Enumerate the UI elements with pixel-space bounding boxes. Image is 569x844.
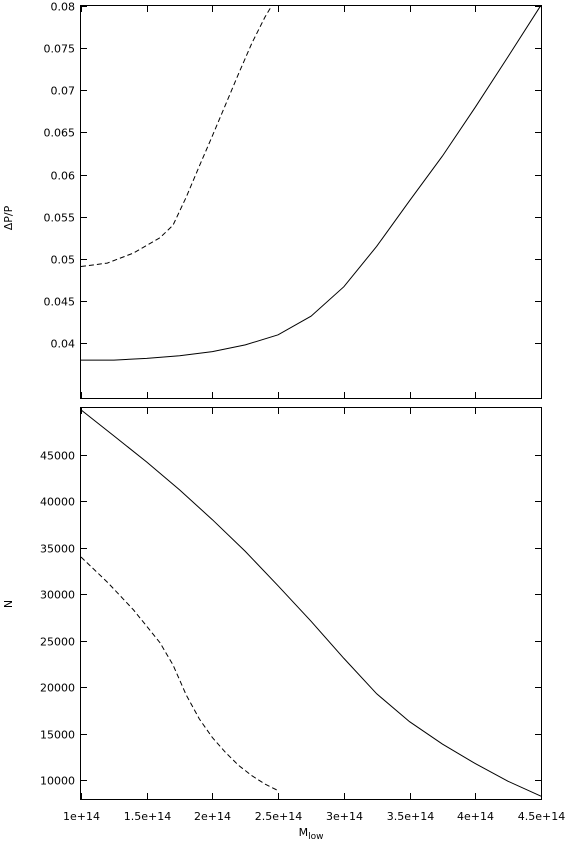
top-y-tick-label: 0.06 <box>51 170 76 183</box>
bottom-x-tick-label: 3.5e+14 <box>387 810 434 823</box>
top-y-tick-label: 0.08 <box>51 1 76 14</box>
top-panel: 0.04 0.045 0.05 0.055 0.06 0.065 0.07 0.075 0.08… <box>2 1 542 399</box>
bottom-solid-curve <box>80 409 542 797</box>
bottom-y-axis-label: N <box>2 600 15 608</box>
top-x-ticks <box>81 6 542 398</box>
top-y-tick-label: 0.07 <box>51 85 76 98</box>
bottom-y-tick-label: 15000 <box>40 729 75 742</box>
bottom-y-tick-label: 45000 <box>40 450 75 463</box>
top-y-tick-label: 0.05 <box>51 254 76 267</box>
bottom-dashed-curve <box>80 556 279 792</box>
bottom-x-tick-label: 1.5e+14 <box>124 810 171 823</box>
x-axis-label-subscript: low <box>308 832 323 842</box>
bottom-x-ticks: 1e+14 1.5e+14 2e+14 2.5e+14 3e+14 3.5e+14 4e+1… <box>63 408 565 823</box>
top-y-axis-label: ΔP/P <box>2 205 15 230</box>
bottom-plot-frame <box>80 407 542 800</box>
bottom-x-tick-label: 2.5e+14 <box>255 810 302 823</box>
bottom-x-tick-label: 4e+14 <box>457 810 494 823</box>
x-axis-label-main: M <box>299 826 309 839</box>
bottom-x-tick-label: 1e+14 <box>63 810 100 823</box>
bottom-x-tick-label: 2e+14 <box>194 810 231 823</box>
bottom-y-tick-label: 40000 <box>40 496 75 509</box>
bottom-x-tick-label: 3e+14 <box>326 810 363 823</box>
x-axis-label: Mlow <box>299 826 324 842</box>
bottom-panel: 10000 15000 20000 25000 30000 35000 40000 45000… <box>2 407 565 842</box>
bottom-y-tick-label: 25000 <box>40 636 75 649</box>
top-dashed-curve <box>80 5 273 267</box>
bottom-curves <box>80 409 542 797</box>
top-y-tick-label: 0.075 <box>44 43 76 56</box>
top-y-tick-label: 0.065 <box>44 127 76 140</box>
top-curves <box>80 4 542 361</box>
top-y-tick-label: 0.055 <box>44 212 76 225</box>
top-y-tick-label: 0.04 <box>51 338 76 351</box>
top-plot-frame <box>80 5 542 399</box>
bottom-y-tick-label: 10000 <box>40 775 75 788</box>
bottom-y-tick-label: 20000 <box>40 682 75 695</box>
top-solid-curve <box>81 4 542 361</box>
bottom-y-tick-label: 35000 <box>40 543 75 556</box>
bottom-y-ticks: 10000 15000 20000 25000 30000 35000 40000 45000 <box>40 450 541 788</box>
bottom-x-tick-label: 4.5e+14 <box>518 810 565 823</box>
top-y-tick-label: 0.045 <box>44 296 76 309</box>
bottom-y-tick-label: 30000 <box>40 589 75 602</box>
top-y-ticks: 0.04 0.045 0.05 0.055 0.06 0.065 0.07 0.075 0.08 <box>44 1 541 351</box>
